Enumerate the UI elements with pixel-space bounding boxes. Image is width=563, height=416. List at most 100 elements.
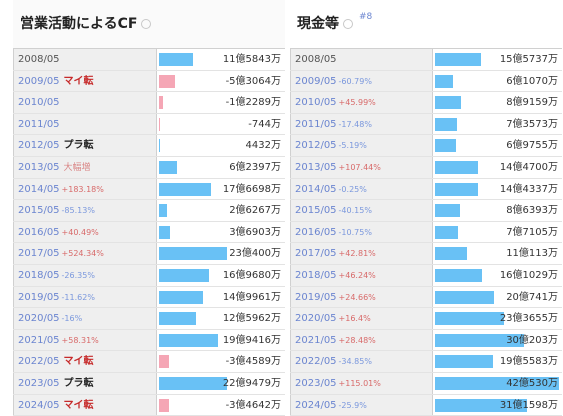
year-label[interactable]: 2023/05 [295,378,337,389]
positive-bar [435,75,453,88]
positive-bar [435,312,504,325]
year-label[interactable]: 2022/05 [18,356,60,367]
value-cell: 23億3655万 [433,308,562,329]
table-row: 2014/05-0.25% 14億4337万 [290,179,562,201]
year-cell: 2009/05-60.79% [290,71,433,92]
year-label[interactable]: 2018/05 [18,270,60,281]
year-cell: 2024/05-25.9% [290,395,433,416]
table-row: 2015/05-40.15%8億6393万 [290,200,562,222]
year-label[interactable]: 2023/05 [18,378,60,389]
value-cell: 14億4337万 [433,179,562,200]
year-label[interactable]: 2008/05 [295,54,337,65]
change-percent: +115.01% [339,379,381,388]
year-label[interactable]: 2022/05 [295,356,337,367]
year-label[interactable]: 2008/05 [18,54,60,65]
year-cell: 2022/05-34.85% [290,351,433,372]
table-row: 2008/05 15億5737万 [290,49,562,71]
year-cell: 2017/05+524.34% [13,243,157,264]
change-percent: -25.9% [339,401,367,410]
value-text: 15億5737万 [500,49,558,70]
year-label[interactable]: 2014/05 [295,184,337,195]
year-label[interactable]: 2024/05 [18,400,60,411]
year-label[interactable]: 2019/05 [295,292,337,303]
year-label[interactable]: 2016/05 [295,227,337,238]
year-label[interactable]: 2020/05 [18,313,60,324]
table-row: 2008/05 11億5843万 [13,49,285,71]
info-icon[interactable] [141,19,151,29]
year-label[interactable]: 2013/05 [295,162,337,173]
table-row: 2015/05-85.13%2億6267万 [13,200,285,222]
value-text: 8億6393万 [506,200,558,221]
year-label[interactable]: 2017/05 [295,248,337,259]
value-cell: -1億2289万 [157,92,285,113]
value-text: 17億6698万 [223,179,281,200]
positive-bar [159,247,227,260]
value-text: 7億3573万 [506,114,558,135]
year-label[interactable]: 2018/05 [295,270,337,281]
table-row: 2011/05-17.48% 7億3573万 [290,114,562,136]
year-label[interactable]: 2019/05 [18,292,60,303]
info-icon[interactable] [343,19,353,29]
year-label[interactable]: 2009/05 [295,76,337,87]
table-row: 2009/05-60.79%6億1070万 [290,71,562,93]
year-label[interactable]: 2024/05 [295,400,337,411]
value-text: -1億2289万 [226,92,281,113]
year-label[interactable]: 2010/05 [18,97,60,108]
positive-bar [435,161,478,174]
table-row: 2024/05-25.9%31億1598万 [290,395,562,416]
positive-bar [435,204,460,217]
year-label[interactable]: 2009/05 [18,76,60,87]
value-text: -5億3064万 [226,71,281,92]
table-row: 2016/05+40.49%3億6903万 [13,222,285,244]
year-label[interactable]: 2014/05 [18,184,60,195]
year-cell: 2023/05+115.01% [290,373,433,394]
value-cell: 11億5843万 [157,49,285,70]
value-text: 22億9479万 [223,373,281,394]
year-label[interactable]: 2015/05 [18,205,60,216]
year-label[interactable]: 2012/05 [18,140,60,151]
value-cell: 6億2397万 [157,157,285,178]
year-label[interactable]: 2013/05 [18,162,60,173]
positive-bar [435,226,458,239]
table-row: 2019/05+24.66%20億741万 [290,287,562,309]
positive-bar [159,269,209,282]
value-text: 6億9755万 [506,135,558,156]
year-label[interactable]: 2010/05 [295,97,337,108]
year-label[interactable]: 2016/05 [18,227,60,238]
value-text: 42億530万 [506,373,558,394]
year-label[interactable]: 2011/05 [295,119,337,130]
value-text: 16億9680万 [223,265,281,286]
table-row: 2010/05+45.99%8億9159万 [290,92,562,114]
value-cell: 31億1598万 [433,395,562,416]
year-label[interactable]: 2021/05 [295,335,337,346]
positive-bar [435,355,493,368]
year-cell: 2014/05-0.25% [290,179,433,200]
change-percent: -17.48% [339,120,372,129]
change-percent: -26.35% [62,271,95,280]
negative-bar [159,75,175,88]
year-label[interactable]: 2011/05 [18,119,60,130]
positive-bar [435,247,467,260]
year-cell: 2021/05+58.31% [13,330,157,351]
year-cell: 2012/05-5.19% [290,135,433,156]
year-cell: 2008/05 [290,49,433,70]
year-label[interactable]: 2012/05 [295,140,337,151]
value-text: 14億4337万 [500,179,558,200]
value-cell: 19億5583万 [433,351,562,372]
year-label[interactable]: 2021/05 [18,335,60,346]
year-label[interactable]: 2020/05 [295,313,337,324]
change-percent: +46.24% [339,271,376,280]
table-row: 2012/05-5.19% 6億9755万 [290,135,562,157]
change-percent: -34.85% [339,357,372,366]
table-row: 2020/05+16.4%23億3655万 [290,308,562,330]
positive-bar [159,291,203,304]
year-cell: 2020/05+16.4% [290,308,433,329]
year-label[interactable]: 2017/05 [18,248,60,259]
table-row: 2017/05+524.34%23億400万 [13,243,285,265]
value-cell: -3億4589万 [157,351,285,372]
year-label[interactable]: 2015/05 [295,205,337,216]
